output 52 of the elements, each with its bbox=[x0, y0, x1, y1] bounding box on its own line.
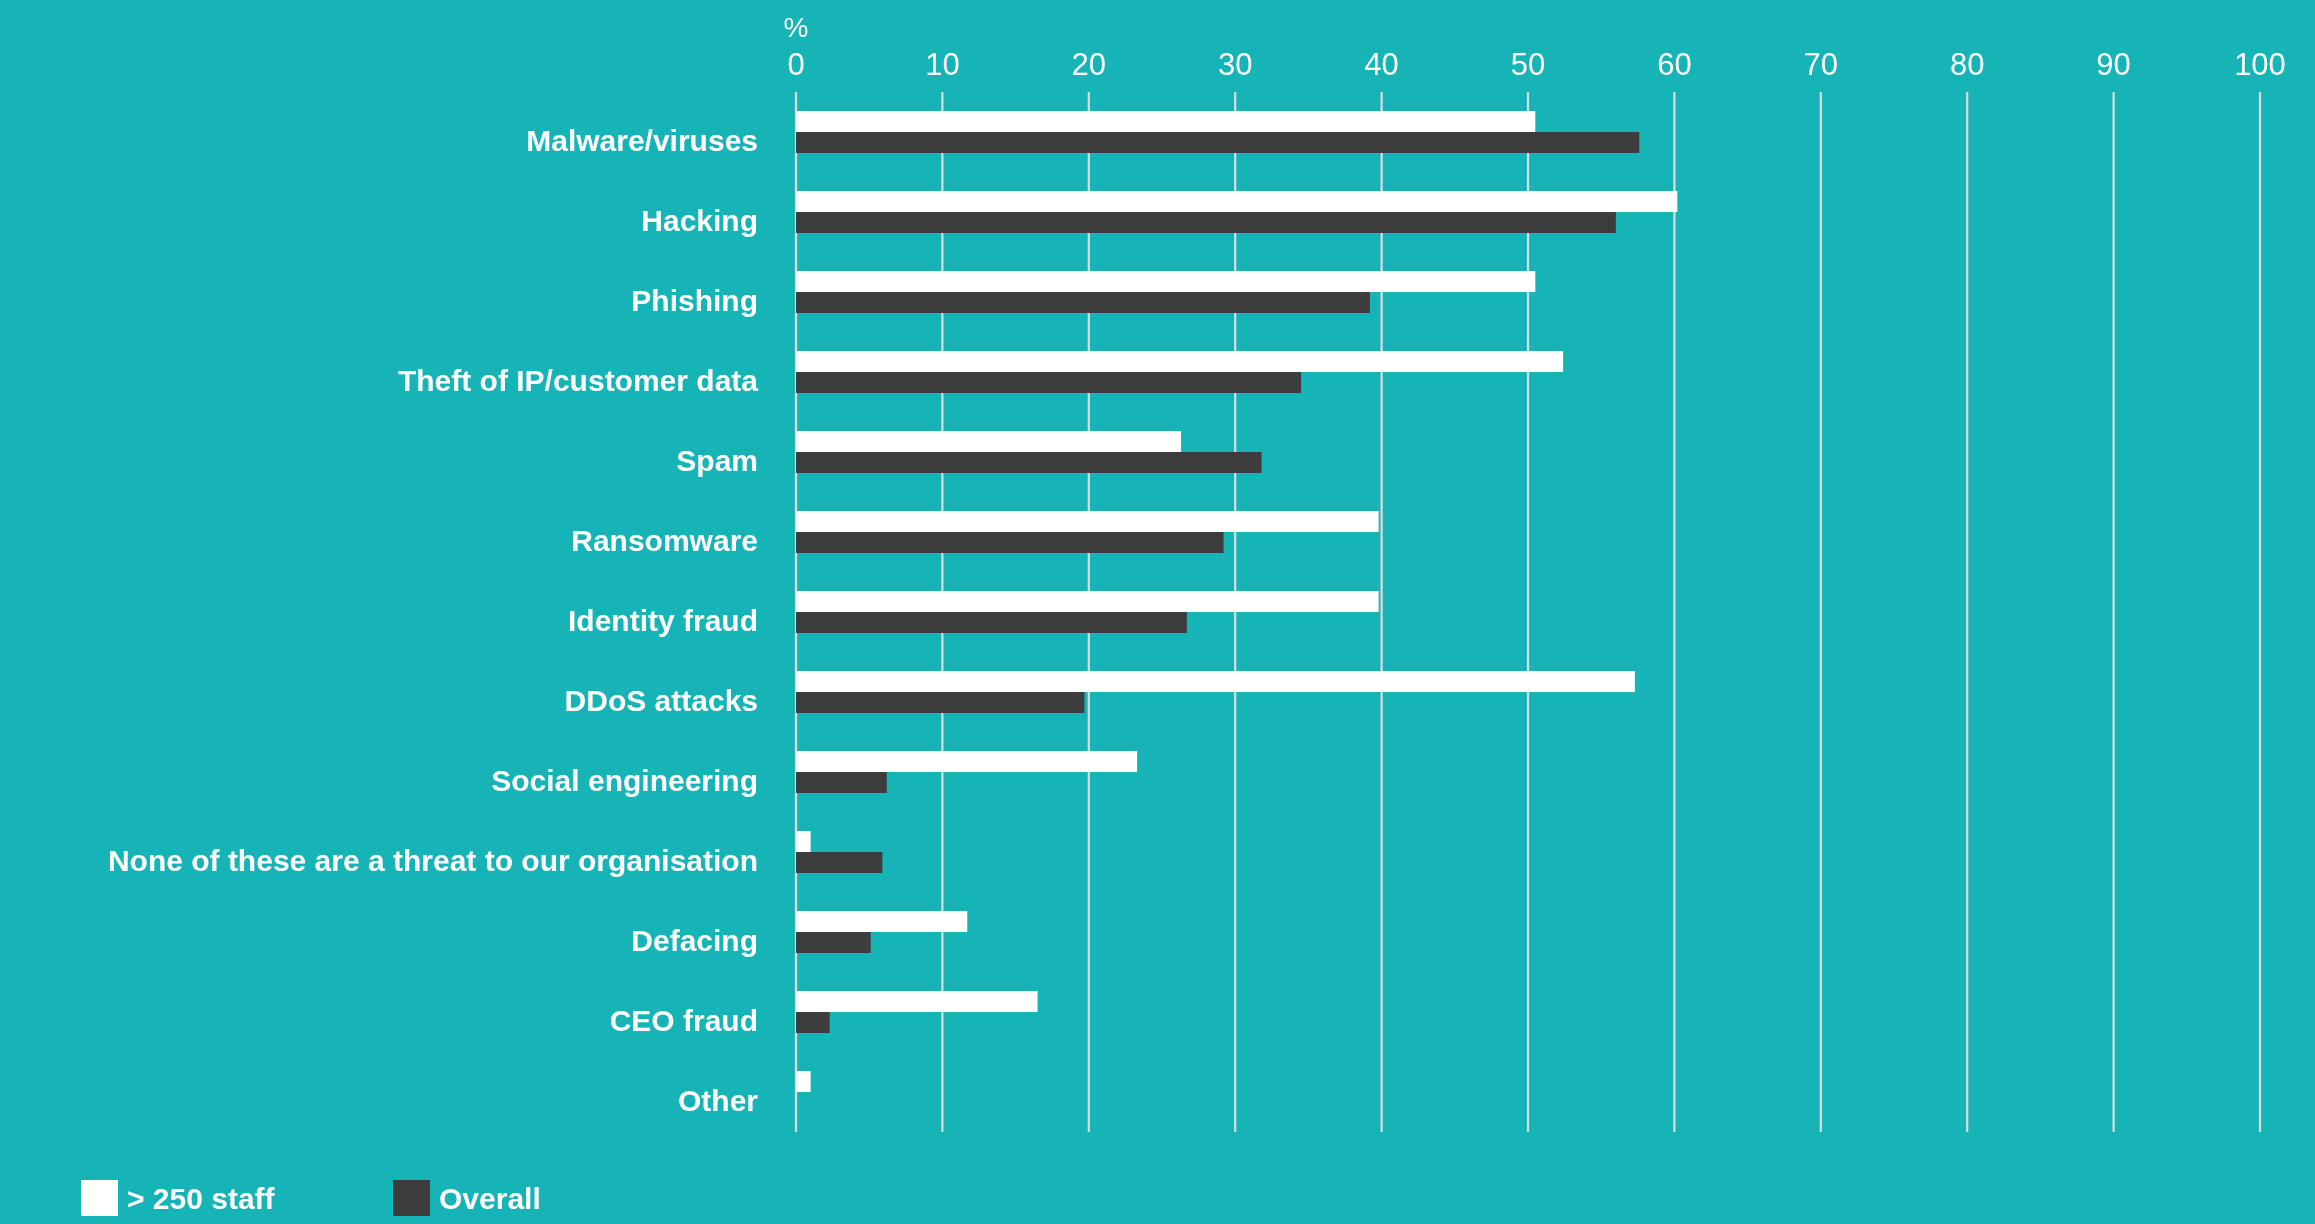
y-tick-label: Identity fraud bbox=[567, 603, 758, 637]
y-tick-label: Other bbox=[677, 1083, 759, 1117]
bar bbox=[796, 852, 883, 873]
y-tick-label: CEO fraud bbox=[609, 1003, 758, 1037]
y-tick-label: Phishing bbox=[631, 283, 758, 317]
x-tick-label: 70 bbox=[1803, 46, 1839, 82]
bar bbox=[796, 212, 1616, 233]
bar bbox=[796, 1012, 830, 1033]
bar bbox=[796, 751, 1138, 772]
x-axis-title: % bbox=[783, 11, 809, 43]
x-tick-label: 40 bbox=[1364, 46, 1399, 82]
bar bbox=[796, 511, 1379, 532]
bar bbox=[796, 372, 1302, 393]
y-tick-label: Hacking bbox=[641, 203, 758, 237]
bar bbox=[796, 932, 871, 953]
bar bbox=[796, 911, 968, 932]
bar bbox=[796, 772, 887, 793]
y-tick-label: Defacing bbox=[631, 923, 758, 957]
x-tick-label: 100 bbox=[2234, 46, 2286, 82]
y-tick-label: Ransomware bbox=[571, 523, 758, 557]
x-tick-label: 30 bbox=[1217, 46, 1253, 82]
bar bbox=[796, 991, 1038, 1012]
y-tick-label: Malware/viruses bbox=[526, 123, 758, 157]
legend-label: Overall bbox=[439, 1181, 541, 1215]
bar bbox=[796, 692, 1085, 713]
x-tick-label: 50 bbox=[1510, 46, 1546, 82]
x-tick-label: 80 bbox=[1949, 46, 1985, 82]
bar bbox=[796, 452, 1262, 473]
y-tick-label: Spam bbox=[676, 443, 758, 477]
legend-label: > 250 staff bbox=[127, 1181, 276, 1215]
bar bbox=[796, 111, 1536, 132]
bar bbox=[796, 1071, 811, 1092]
y-tick-label: DDoS attacks bbox=[564, 683, 758, 717]
bar bbox=[796, 591, 1379, 612]
y-tick-label: Social engineering bbox=[491, 763, 758, 797]
bar bbox=[796, 191, 1678, 212]
bar bbox=[796, 612, 1187, 633]
bar bbox=[796, 132, 1640, 153]
x-tick-label: 10 bbox=[925, 46, 960, 82]
bar bbox=[796, 671, 1635, 692]
bar bbox=[796, 431, 1182, 452]
x-tick-label: 90 bbox=[2096, 46, 2131, 82]
bar bbox=[796, 271, 1536, 292]
bar bbox=[796, 292, 1370, 313]
bar bbox=[796, 831, 811, 852]
y-tick-label: None of these are a threat to our organisation bbox=[107, 843, 758, 877]
x-tick-label: 20 bbox=[1071, 46, 1107, 82]
y-tick-label: Theft of IP/customer data bbox=[397, 363, 759, 397]
x-tick-label: 60 bbox=[1657, 46, 1692, 82]
bar bbox=[796, 532, 1224, 553]
x-tick-label: 0 bbox=[787, 46, 805, 82]
bar bbox=[796, 351, 1564, 372]
